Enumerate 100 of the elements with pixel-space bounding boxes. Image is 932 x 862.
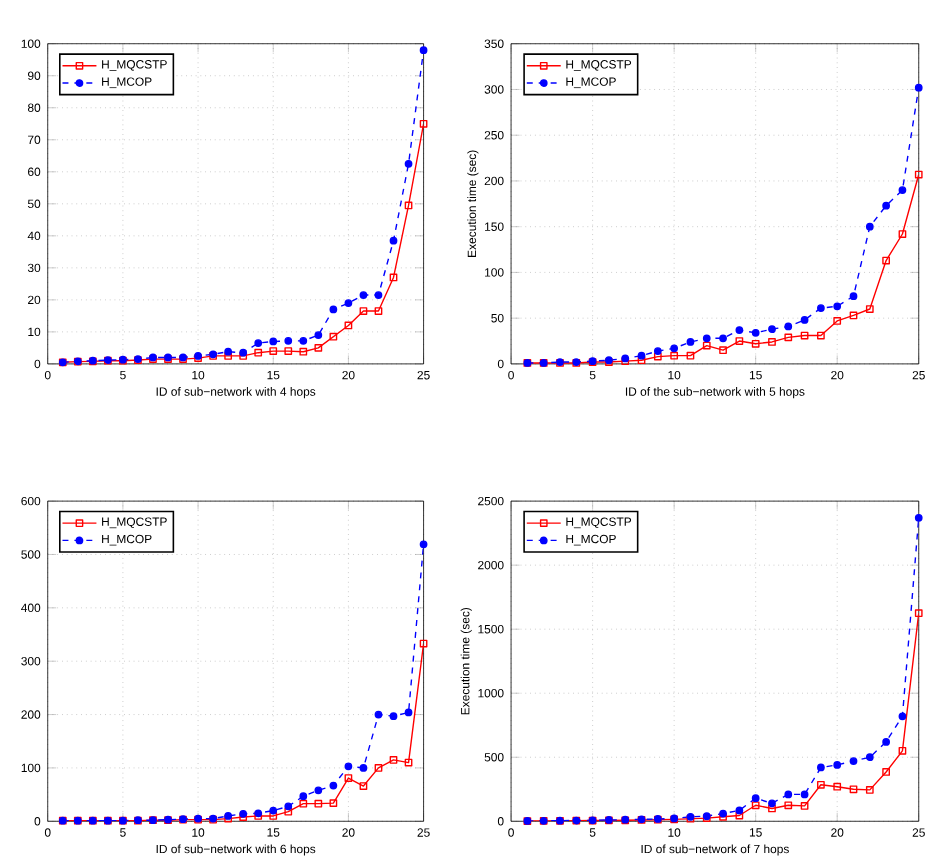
point bbox=[314, 799, 323, 808]
point bbox=[849, 757, 858, 765]
point bbox=[817, 304, 825, 312]
point bbox=[702, 341, 711, 350]
point bbox=[784, 333, 793, 342]
point bbox=[914, 513, 923, 522]
point bbox=[374, 307, 383, 315]
point bbox=[374, 291, 383, 299]
point bbox=[865, 753, 874, 762]
point bbox=[374, 710, 383, 719]
point bbox=[314, 786, 323, 795]
point bbox=[419, 46, 428, 54]
point bbox=[882, 768, 890, 776]
point bbox=[269, 811, 278, 820]
point bbox=[735, 337, 744, 345]
point bbox=[359, 307, 368, 315]
point bbox=[284, 802, 293, 811]
point bbox=[751, 328, 760, 337]
point bbox=[404, 708, 413, 717]
point bbox=[389, 273, 398, 282]
point bbox=[817, 763, 825, 772]
point bbox=[653, 352, 662, 361]
point bbox=[719, 334, 727, 343]
point bbox=[735, 806, 744, 815]
point bbox=[653, 347, 662, 355]
point bbox=[269, 337, 278, 346]
point bbox=[284, 347, 293, 355]
point bbox=[719, 346, 727, 354]
point bbox=[800, 316, 809, 324]
point bbox=[344, 299, 353, 307]
point bbox=[768, 804, 776, 813]
point bbox=[686, 337, 695, 346]
point bbox=[735, 326, 744, 334]
point bbox=[359, 291, 368, 299]
point bbox=[404, 159, 413, 168]
point bbox=[269, 347, 278, 355]
point bbox=[898, 186, 907, 194]
point bbox=[800, 801, 809, 810]
point bbox=[389, 755, 398, 764]
point bbox=[817, 780, 825, 789]
point bbox=[254, 348, 263, 357]
point bbox=[359, 763, 368, 772]
point bbox=[670, 344, 679, 353]
point bbox=[389, 236, 398, 245]
point bbox=[404, 758, 413, 767]
point bbox=[784, 790, 793, 799]
point bbox=[686, 351, 695, 360]
point bbox=[329, 781, 338, 790]
point bbox=[284, 807, 293, 816]
point bbox=[784, 322, 793, 331]
point bbox=[735, 811, 744, 820]
point bbox=[784, 801, 793, 810]
point bbox=[898, 230, 907, 238]
point bbox=[833, 302, 842, 311]
point bbox=[768, 799, 776, 808]
point bbox=[314, 331, 323, 339]
point bbox=[329, 332, 338, 341]
point bbox=[882, 737, 890, 746]
point bbox=[751, 794, 760, 803]
point bbox=[751, 339, 760, 348]
point bbox=[254, 339, 263, 347]
point bbox=[751, 801, 760, 810]
point bbox=[284, 336, 293, 345]
point bbox=[865, 222, 874, 231]
point bbox=[299, 792, 308, 800]
point bbox=[882, 201, 890, 210]
point bbox=[768, 337, 776, 346]
point bbox=[865, 785, 874, 794]
point bbox=[359, 782, 368, 790]
point bbox=[702, 334, 711, 343]
point bbox=[898, 712, 907, 721]
point bbox=[314, 343, 323, 352]
point bbox=[374, 763, 383, 772]
point bbox=[299, 336, 308, 345]
point bbox=[670, 351, 679, 360]
point bbox=[800, 790, 809, 799]
point bbox=[768, 325, 776, 333]
point bbox=[849, 292, 858, 300]
point bbox=[329, 305, 338, 314]
point bbox=[833, 316, 842, 325]
point bbox=[637, 356, 646, 365]
point bbox=[849, 311, 858, 320]
point bbox=[898, 746, 907, 755]
point bbox=[817, 331, 825, 340]
point bbox=[865, 305, 874, 313]
point bbox=[800, 331, 809, 340]
point bbox=[269, 806, 278, 815]
point bbox=[849, 785, 858, 794]
point bbox=[299, 347, 308, 356]
point bbox=[344, 321, 353, 330]
point bbox=[344, 762, 353, 771]
point bbox=[637, 351, 646, 360]
point bbox=[833, 782, 842, 791]
point bbox=[404, 201, 413, 210]
point bbox=[833, 760, 842, 769]
point bbox=[389, 712, 398, 720]
point bbox=[299, 799, 308, 808]
point bbox=[344, 774, 353, 782]
point bbox=[914, 83, 923, 92]
point bbox=[882, 256, 890, 265]
